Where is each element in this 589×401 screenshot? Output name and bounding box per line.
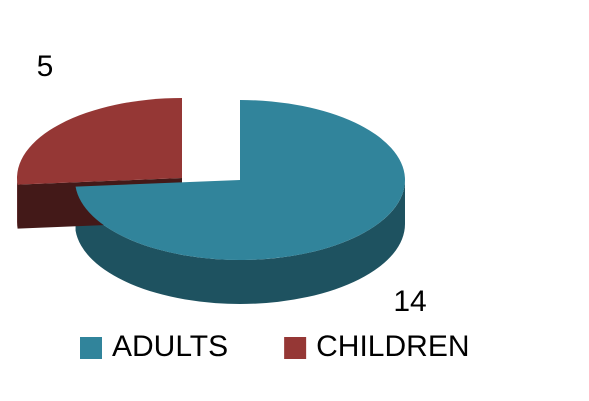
legend-label: CHILDREN (316, 330, 469, 363)
data-label: 14 (393, 285, 426, 318)
data-label: 5 (37, 50, 54, 83)
slice-side (75, 180, 405, 304)
legend-swatch (80, 337, 102, 359)
legend-label: ADULTS (112, 330, 228, 363)
slice-side (17, 178, 18, 229)
legend-swatch (284, 337, 307, 359)
slice (75, 100, 405, 260)
slice (16, 98, 183, 185)
